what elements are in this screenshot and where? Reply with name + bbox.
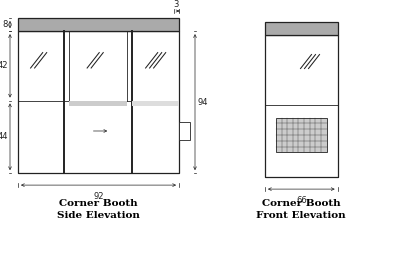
Bar [18,18,179,31]
Bar [69,100,127,105]
Text: Corner Booth
Side Elevation: Corner Booth Side Elevation [57,199,140,220]
Bar [265,35,338,177]
Text: 92: 92 [93,192,104,201]
Bar [179,122,190,140]
Text: 44: 44 [0,132,8,141]
Text: 42: 42 [0,61,8,70]
Text: 3: 3 [174,0,179,9]
Bar [132,100,179,105]
Text: 8: 8 [3,20,8,29]
Text: 66: 66 [296,196,307,205]
Bar [18,31,179,173]
Text: Corner Booth
Front Elevation: Corner Booth Front Elevation [256,199,346,220]
Bar [265,22,338,35]
Text: 94: 94 [197,98,208,107]
Bar [276,118,327,152]
